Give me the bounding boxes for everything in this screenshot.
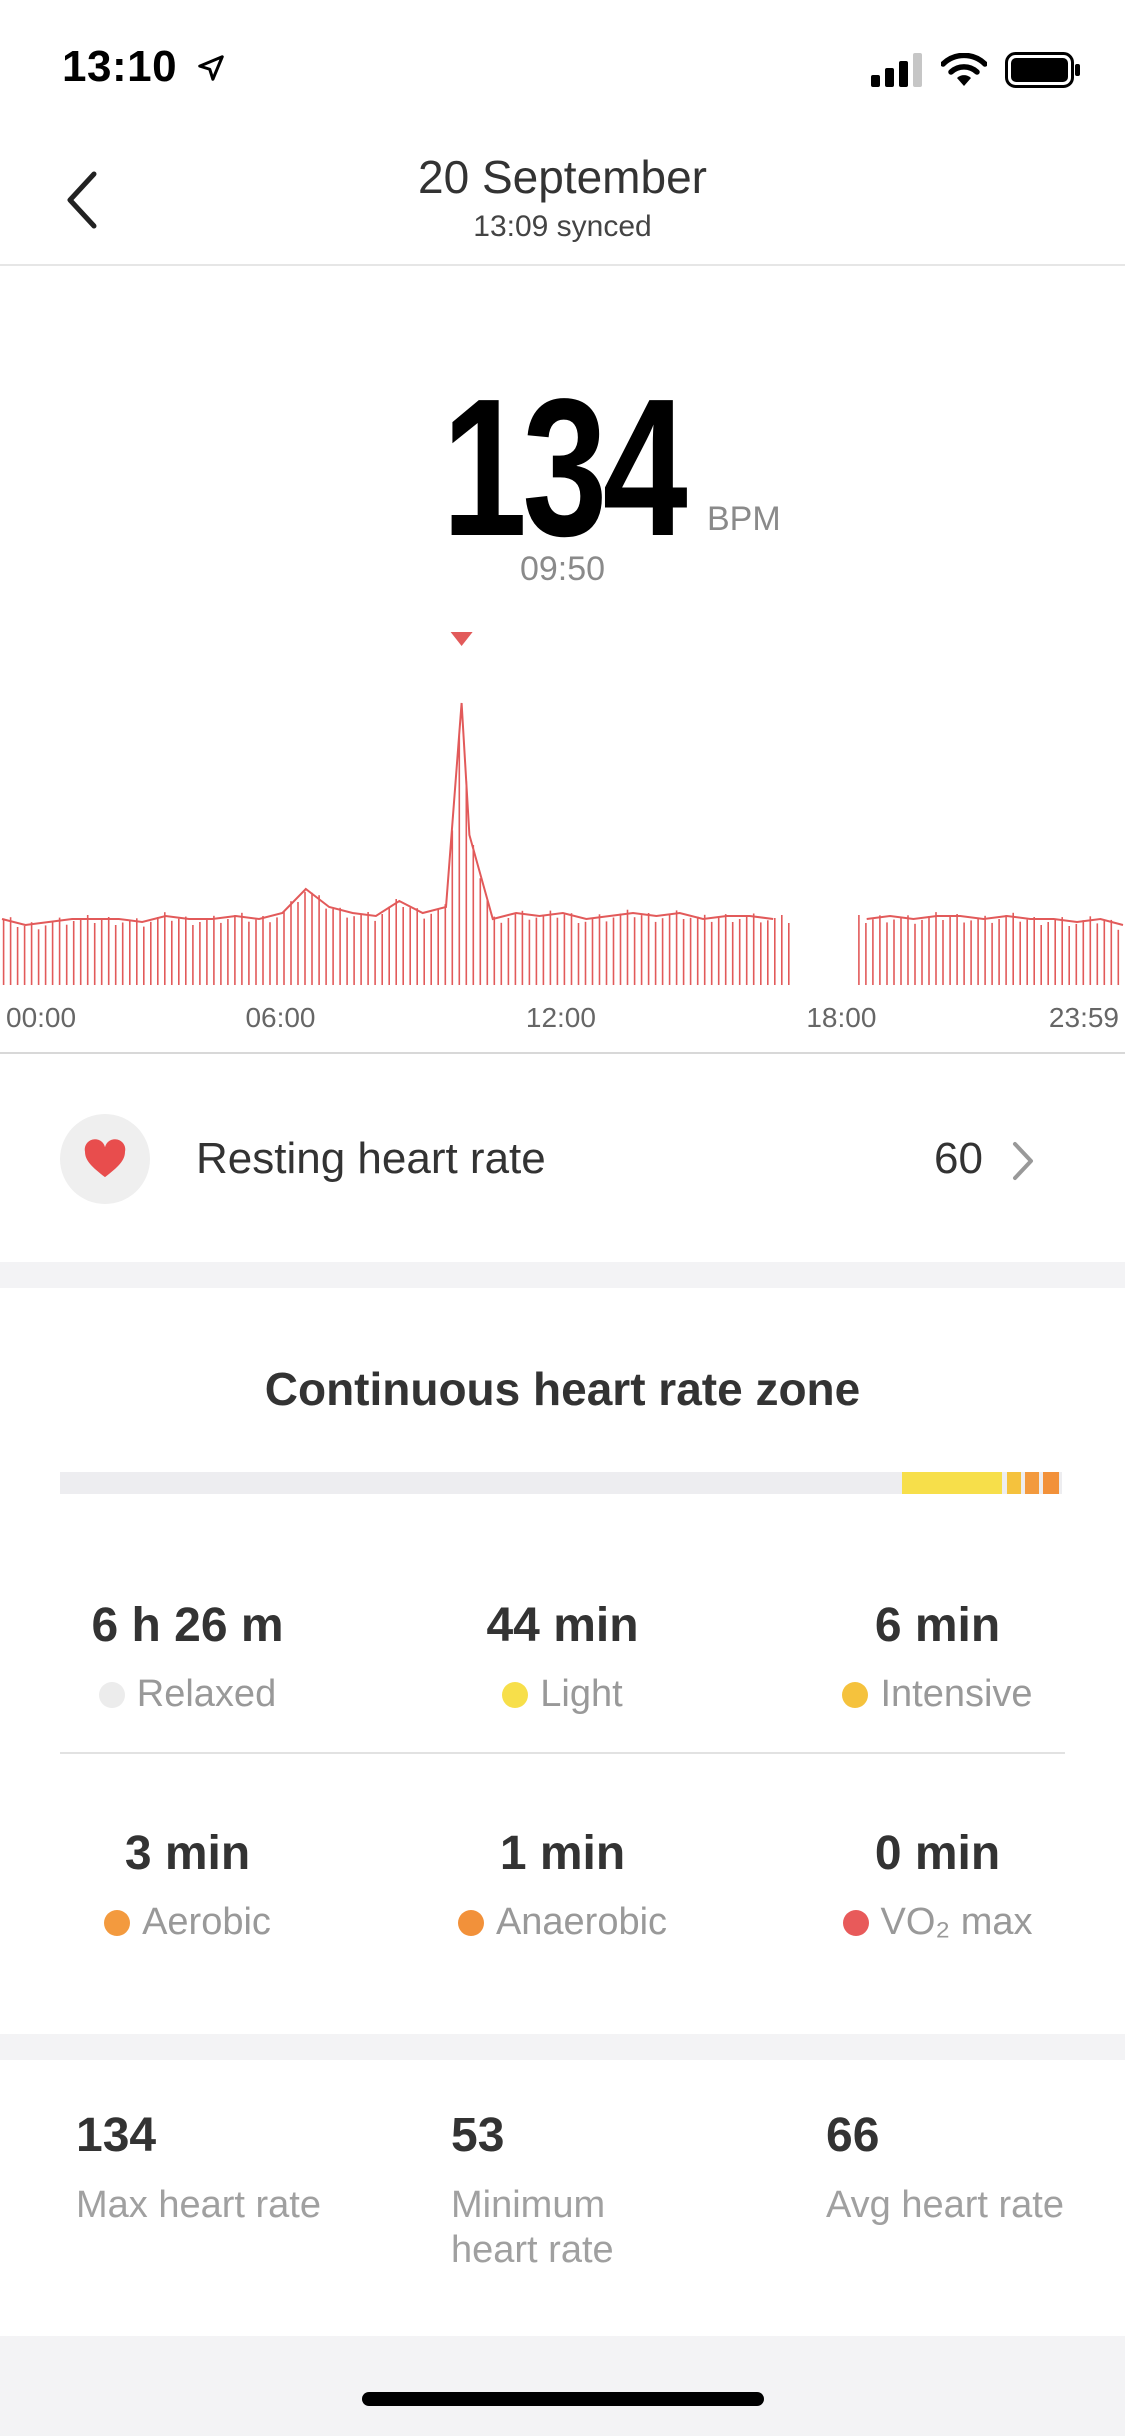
status-time: 13:10 [62, 42, 226, 92]
x-tick-label: 18:00 [806, 1002, 877, 1033]
zone-dot [104, 1909, 131, 1936]
status-icons [871, 48, 1081, 92]
zone-segment-intensive [1006, 1472, 1021, 1494]
location-arrow-icon [198, 55, 224, 81]
stat-avg: 66 Avg heart rate [826, 2108, 1125, 2228]
heart-rate-chart[interactable] [0, 620, 1125, 1000]
zone-value: 6 h 26 m [91, 1599, 284, 1652]
zone-segment-aerobic [1024, 1472, 1039, 1494]
zone-dot [502, 1681, 529, 1708]
resting-heart-icon-circle [60, 1114, 150, 1204]
home-indicator[interactable] [362, 2392, 764, 2406]
zone-label: Anaerobic [495, 1901, 668, 1943]
stat-value: 66 [826, 2109, 880, 2162]
x-tick-label: 06:00 [245, 1002, 316, 1033]
zone-dot [842, 1681, 869, 1708]
zone-divider [60, 1752, 1065, 1754]
series-line [1, 702, 1124, 927]
zone-value: 44 min [486, 1599, 639, 1652]
battery-icon [1005, 52, 1080, 88]
stat-label: Minimum heart rate [451, 2184, 614, 2271]
zone-aerobic: 3 min Aerobic [0, 1826, 375, 1944]
zone-vo2max: 0 min VO₂ max [750, 1826, 1125, 1944]
header-divider [0, 264, 1125, 266]
stat-value: 134 [76, 2109, 157, 2162]
zone-dot [457, 1909, 484, 1936]
zone-value: 3 min [124, 1827, 251, 1880]
zone-anaerobic: 1 min Anaerobic [375, 1826, 750, 1944]
x-tick-label: 23:59 [1048, 1002, 1119, 1033]
sync-status: 13:09 synced [473, 210, 652, 243]
section-separator [0, 2034, 1125, 2060]
zone-value: 6 min [874, 1599, 1001, 1652]
chevron-right-icon [1013, 1142, 1033, 1180]
chevron-left-icon [67, 171, 97, 229]
cellular-signal-icon [871, 53, 922, 87]
zone-segment-light [901, 1472, 1002, 1494]
zone-label: Light [540, 1673, 623, 1715]
zone-intensive: 6 min Intensive [750, 1598, 1125, 1716]
stat-value: 53 [451, 2109, 505, 2162]
stat-max: 134 Max heart rate [76, 2108, 436, 2228]
zone-label: Aerobic [142, 1901, 271, 1943]
zone-label: VO₂ max [880, 1901, 1033, 1943]
zone-distribution-bar [60, 1472, 1062, 1494]
heart-rate-unit: BPM [707, 500, 781, 538]
stat-min: 53 Minimum heart rate [451, 2108, 681, 2273]
x-tick-label: 00:00 [6, 1002, 77, 1033]
zone-title: Continuous heart rate zone [264, 1363, 861, 1415]
zone-value: 1 min [499, 1827, 626, 1880]
page-title: 20 September [418, 151, 707, 203]
stat-label: Max heart rate [76, 2184, 321, 2226]
zone-dot [842, 1909, 869, 1936]
zone-value: 0 min [874, 1827, 1001, 1880]
zone-label: Relaxed [136, 1673, 277, 1715]
heart-icon [84, 1139, 126, 1178]
section-separator [0, 1262, 1125, 1288]
zone-dot [98, 1681, 125, 1708]
x-tick-label: 12:00 [525, 1002, 596, 1033]
stat-label: Avg heart rate [826, 2184, 1065, 2226]
bottom-spacer [0, 2286, 1125, 2336]
selected-point-marker [450, 632, 473, 646]
back-button[interactable] [58, 168, 108, 232]
chart-baseline [0, 1052, 1125, 1054]
resting-heart-rate-value: 60 [934, 1134, 983, 1183]
zone-segment-anaerobic [1042, 1472, 1059, 1494]
wifi-icon [941, 53, 987, 86]
zone-label: Intensive [880, 1673, 1033, 1715]
heart-rate-value: 134 [441, 358, 688, 577]
zone-light: 44 min Light [375, 1598, 750, 1716]
resting-heart-rate-label: Resting heart rate [196, 1134, 546, 1183]
zone-relaxed: 6 h 26 m Relaxed [0, 1598, 375, 1716]
reading-time: 09:50 [519, 550, 606, 588]
